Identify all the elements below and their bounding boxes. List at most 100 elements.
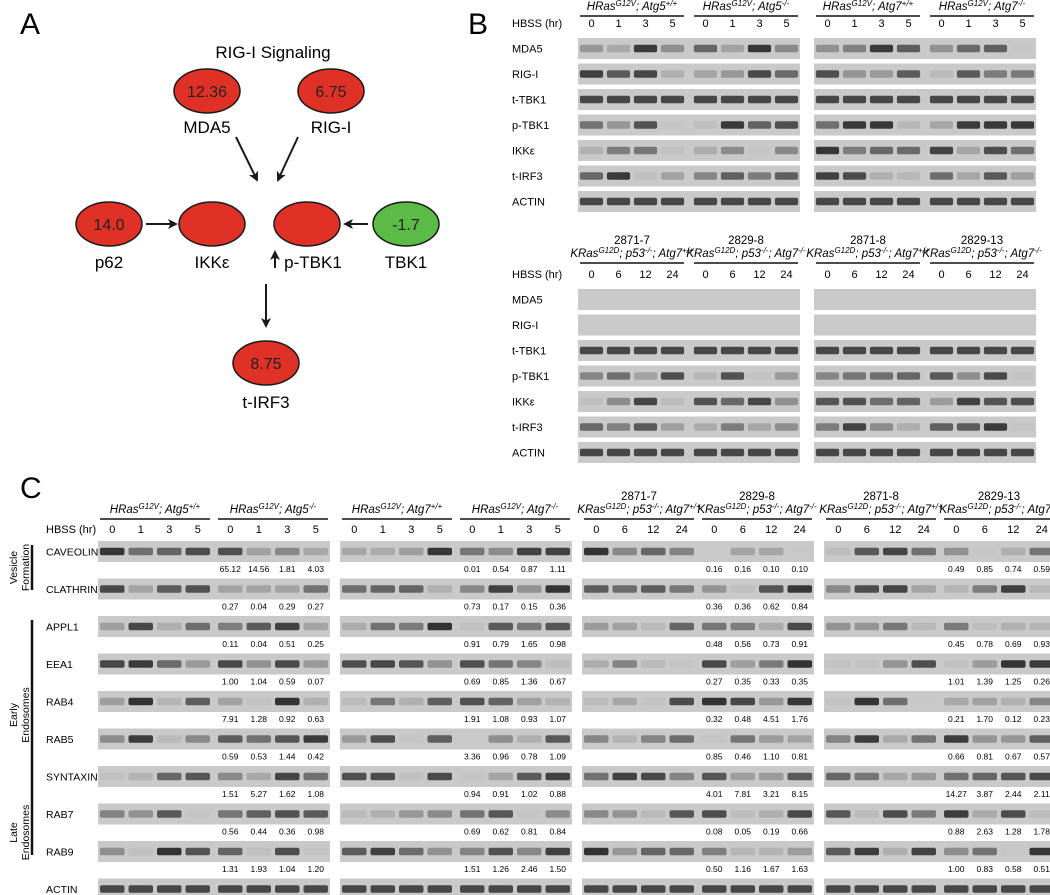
blot-band <box>1010 121 1035 129</box>
time-point: 0 <box>702 269 708 281</box>
blot-band <box>730 547 756 556</box>
blot-band <box>583 772 609 781</box>
time-point: 5 <box>437 524 443 536</box>
blot-band <box>185 622 211 631</box>
blot-band <box>341 660 367 668</box>
blot-band <box>720 372 745 380</box>
quant-value: 0.04 <box>250 639 267 649</box>
blot-band <box>427 810 453 818</box>
node-tbk1-label: TBK1 <box>385 253 428 272</box>
blot-band <box>370 735 396 743</box>
blot-band <box>882 622 908 631</box>
quant-value: 4.01 <box>706 789 723 799</box>
blot-band <box>427 622 453 631</box>
blot-band <box>606 372 631 380</box>
blot-band <box>1000 547 1026 556</box>
blot-band <box>669 847 695 856</box>
blot-band <box>956 372 981 380</box>
blot-band <box>693 70 718 78</box>
blot-band <box>217 847 243 856</box>
quant-value: 1.01 <box>948 677 965 687</box>
blot-strip <box>824 616 1050 637</box>
quant-value: 0.36 <box>279 827 296 837</box>
blot-band <box>758 547 784 556</box>
blot-band <box>640 810 666 818</box>
time-point: 6 <box>622 524 628 536</box>
blot-band <box>99 847 125 856</box>
blot-band <box>516 547 542 556</box>
blot-band <box>633 146 658 155</box>
blot-band <box>246 810 272 818</box>
blot-band <box>633 448 658 457</box>
time-point: 0 <box>588 18 594 30</box>
panel-a: A RIG-I Signaling 12.36 MDA5 6.75 RIG-I … <box>20 8 440 412</box>
blot-band <box>701 585 727 593</box>
blot-band <box>156 735 182 743</box>
blot-band <box>303 660 329 668</box>
node-rigi: 6.75 RIG-I <box>297 68 365 137</box>
quant-value: 8.15 <box>791 789 808 799</box>
blot-strip <box>340 728 572 750</box>
blot-band <box>701 810 727 818</box>
quant-value: 3.21 <box>763 789 780 799</box>
blot-band <box>983 70 1008 78</box>
node-ikke-label: IKKε <box>195 253 230 272</box>
blot-band <box>929 172 954 180</box>
blot-band <box>217 772 243 781</box>
time-point: 1 <box>498 524 504 536</box>
quant-value: 14.56 <box>248 564 270 574</box>
quant-value: 0.16 <box>734 564 751 574</box>
blot-band <box>217 622 243 631</box>
blot-band <box>842 448 867 457</box>
blot-band <box>1000 585 1026 593</box>
blot-band <box>274 547 300 556</box>
blot-band <box>669 660 695 668</box>
blot-band <box>612 847 638 856</box>
group-genotype: HRasG12V; Atg7+/+ <box>823 0 914 13</box>
blot-band <box>427 697 453 706</box>
blot-band <box>640 847 666 856</box>
quant-value: 0.27 <box>222 602 239 612</box>
quant-value: 0.69 <box>464 677 481 687</box>
time-point: 0 <box>702 18 708 30</box>
blot-band <box>633 372 658 380</box>
quant-value: 1.07 <box>549 714 566 724</box>
blot-band <box>185 547 211 556</box>
blot-band <box>1000 885 1026 893</box>
quant-value: 1.28 <box>1005 827 1022 837</box>
node-ptbk1-shape <box>273 201 341 247</box>
blot-band <box>156 810 182 818</box>
blot-band <box>274 772 300 781</box>
blot-band <box>633 346 658 355</box>
blot-band <box>459 547 485 556</box>
quant-value: 1.11 <box>550 564 566 574</box>
blot-band <box>579 172 604 180</box>
blot-band <box>303 585 329 593</box>
blot-band <box>488 660 514 668</box>
blot-band <box>274 735 300 743</box>
time-point: 24 <box>918 524 930 536</box>
blot-strip <box>824 728 1050 750</box>
quant-value: 0.81 <box>521 827 538 837</box>
blot-band <box>370 772 396 781</box>
blot-band <box>929 146 954 155</box>
hbss-header: HBSS (hr) <box>512 18 562 30</box>
group-genotype: HRasG12V; Atg7+/+ <box>352 502 443 517</box>
time-point: 5 <box>905 18 911 30</box>
blot-band <box>660 197 685 206</box>
quant-value: 1.00 <box>222 677 239 687</box>
blot-strip <box>98 541 330 562</box>
blot-band <box>579 372 604 380</box>
blot-band <box>1010 172 1035 180</box>
quant-value: 0.16 <box>706 564 723 574</box>
time-point: 0 <box>351 524 357 536</box>
blot-strip <box>582 691 814 712</box>
blot-band <box>896 44 921 53</box>
blot-band <box>488 547 514 556</box>
group-genotype: KRasG12D; p53-/-; Atg7+/+ <box>819 502 943 517</box>
blot-band <box>583 622 609 631</box>
blot-band <box>747 121 772 129</box>
blot-band <box>185 772 211 781</box>
blot-strip <box>824 578 1050 600</box>
